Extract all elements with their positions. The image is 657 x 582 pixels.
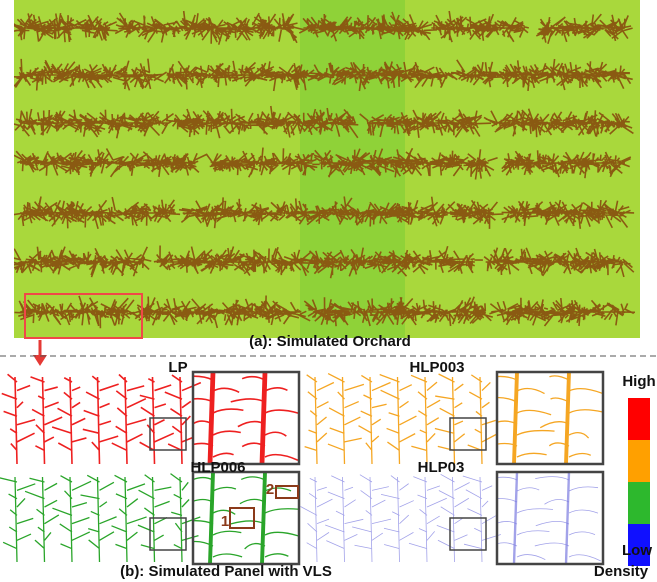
zoom-trunk <box>210 472 213 564</box>
tree <box>112 375 146 464</box>
zoom-trees <box>178 372 299 464</box>
tree <box>359 375 391 464</box>
zoom-trunk <box>566 372 569 464</box>
tree <box>140 377 174 464</box>
tree <box>83 376 119 464</box>
colorbar-mid-high <box>628 440 650 482</box>
tree <box>380 375 417 464</box>
zoom-trunk <box>262 472 265 564</box>
tree <box>409 477 447 562</box>
tree <box>305 375 334 464</box>
orchard-image <box>5 0 640 338</box>
colorbar-high <box>628 398 650 440</box>
colorbar-mid-low <box>628 482 650 524</box>
tree <box>111 475 146 562</box>
arrow-head <box>33 355 47 366</box>
colorbar-title: Density <box>594 563 649 580</box>
panel-label: HLP003 <box>409 359 464 376</box>
figure: (a): Simulated Orchard LP HLP003 HLP006 … <box>0 0 657 582</box>
callout-box <box>230 508 254 528</box>
tree <box>301 477 333 562</box>
zoom-trunk <box>514 472 517 564</box>
zoom-trunk <box>210 372 213 464</box>
tree <box>0 477 35 562</box>
zoom-branch <box>540 376 604 457</box>
zoom-box <box>497 472 603 564</box>
tree <box>463 476 501 562</box>
caption-b: (b): Simulated Panel with VLS <box>120 563 332 580</box>
zoom-trunk <box>566 472 569 564</box>
tree <box>31 377 63 464</box>
callout-label: 1 <box>221 513 229 530</box>
tree <box>52 377 86 464</box>
panel-label: HLP03 <box>418 459 465 476</box>
zoom-trunk <box>262 372 265 464</box>
panel-label: HLP006 <box>190 459 245 476</box>
tree <box>2 374 35 464</box>
colorbar-high-label: High <box>622 373 655 390</box>
callout-label: 2 <box>266 481 274 498</box>
tree <box>352 475 391 562</box>
zoom-trees <box>480 372 605 464</box>
panels <box>0 372 605 564</box>
zoom-trees <box>481 472 601 564</box>
tree <box>411 375 440 464</box>
tree <box>325 476 363 562</box>
panel-label: LP <box>168 359 187 376</box>
tree <box>328 374 364 464</box>
colorbar-low-label: Low <box>622 542 652 559</box>
caption-a: (a): Simulated Orchard <box>249 333 411 350</box>
tree <box>381 476 414 562</box>
tree <box>52 476 91 562</box>
zoom-trunk <box>514 372 517 464</box>
